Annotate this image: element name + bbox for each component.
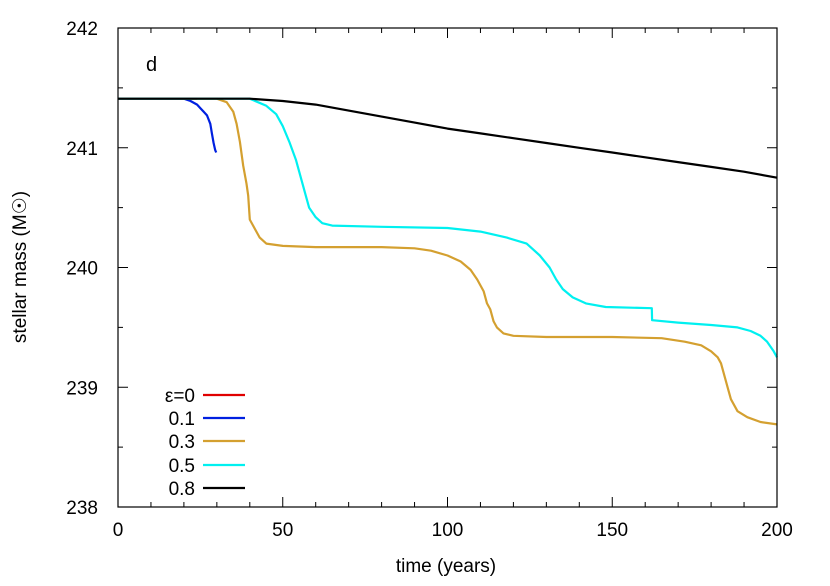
series-line-1 xyxy=(118,97,218,153)
axis-ticks xyxy=(117,27,778,508)
x-tick-label: 200 xyxy=(761,520,793,541)
plot-lines xyxy=(118,97,778,426)
series-line-2 xyxy=(118,97,778,426)
panel-label: d xyxy=(146,54,157,76)
x-tick-label: 150 xyxy=(596,520,628,541)
y-tick-label: 238 xyxy=(66,498,98,519)
series-line-4 xyxy=(118,97,778,179)
y-tick-label: 241 xyxy=(66,139,98,160)
series-line-3 xyxy=(118,97,778,358)
tick-labels: 0 50 100 150 200 238 239 240 241 242 xyxy=(66,19,793,541)
legend-label: 0.3 xyxy=(169,432,195,453)
x-tick-label: 100 xyxy=(432,520,464,541)
legend-label: 0.1 xyxy=(169,409,195,430)
x-axis-title: time (years) xyxy=(396,556,496,577)
y-tick-label: 240 xyxy=(66,259,98,280)
legend: ε=00.10.3 0.50.8 xyxy=(165,386,245,500)
y-axis-title: stellar mass (M☉) xyxy=(10,191,31,343)
legend-label: 0.5 xyxy=(169,456,195,477)
legend-label: 0.8 xyxy=(169,479,195,500)
x-tick-label: 0 xyxy=(113,520,124,541)
x-tick-label: 50 xyxy=(272,520,293,541)
y-tick-label: 242 xyxy=(66,19,98,40)
legend-label: ε=0 xyxy=(165,386,195,407)
y-tick-label: 239 xyxy=(66,378,98,399)
